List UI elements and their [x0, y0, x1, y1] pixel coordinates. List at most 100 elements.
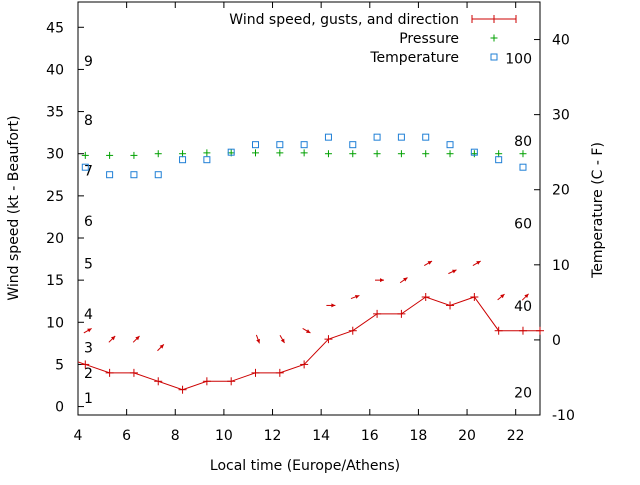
y2-tick-label: 20 [552, 183, 570, 199]
y2-tick-label: -10 [552, 408, 575, 424]
wind-point [251, 368, 260, 377]
wind-point [536, 326, 544, 335]
wind-direction-arrow [132, 335, 140, 343]
temperature-point [130, 171, 138, 179]
legend-item-wind: Wind speed, gusts, and direction [229, 12, 517, 28]
labels-layer: Local time (Europe/Athens) Wind speed (k… [6, 115, 606, 474]
y2-tick-label: 0 [552, 333, 561, 349]
arrow-head [354, 294, 360, 299]
wind-direction-arrow [279, 334, 285, 344]
beaufort-label: 7 [84, 164, 93, 180]
legend-label: Pressure [399, 31, 459, 47]
pressure-point [446, 150, 454, 158]
fahrenheit-label: 20 [514, 385, 532, 401]
arrow-head [331, 303, 336, 308]
y-axis-label: Wind speed (kt - Beaufort) [6, 115, 22, 300]
beaufort-label: 6 [84, 214, 93, 230]
pressure-point [276, 149, 284, 157]
fahrenheit-label: 100 [505, 51, 532, 67]
x-tick-label: 18 [410, 428, 428, 444]
fahrenheit-label: 40 [514, 299, 532, 315]
wind-direction-arrow [326, 303, 336, 308]
y-tick-label: 5 [55, 357, 64, 373]
y2-tick-label: 10 [552, 258, 570, 274]
legend-item-pressure: Pressure [399, 31, 498, 47]
wind-direction-arrow [83, 328, 92, 334]
wind-direction-arrow [350, 294, 360, 300]
wind-direction-arrow [448, 269, 457, 275]
ticks-layer: 4 6 8 10 12 14 16 18 20 22051015202530354045-1001… [46, 2, 575, 444]
temperature-point [373, 133, 381, 141]
temperature-point [422, 133, 430, 141]
wind-point [421, 293, 430, 301]
wind-point [373, 309, 382, 318]
wind-point [202, 377, 211, 386]
pressure-point [130, 151, 138, 159]
temperature-point [495, 156, 503, 164]
temperature-point [470, 148, 478, 156]
arrow-head [452, 269, 457, 274]
temperature-point [324, 133, 332, 141]
temperature-point [154, 171, 162, 179]
wind-direction-arrow [302, 328, 311, 334]
temperature-point [227, 148, 235, 156]
wind-direction-arrow [497, 293, 505, 301]
temperature-point [300, 141, 308, 149]
pressure-point [349, 150, 357, 158]
series-layer [78, 133, 544, 394]
pressure-point [422, 150, 430, 158]
pressure-point [106, 151, 114, 159]
wind-speed-line [78, 296, 540, 391]
wind-point [397, 309, 406, 318]
x-axis-label: Local time (Europe/Athens) [210, 458, 400, 474]
y-tick-label: 0 [55, 400, 64, 416]
arrow-head [256, 338, 260, 344]
temperature-point [276, 141, 284, 149]
y2-axis-label: Temperature (C - F) [590, 142, 606, 279]
temperature-point [81, 163, 89, 171]
arrow-head [476, 261, 481, 265]
arrow-head [87, 328, 92, 333]
y-tick-label: 25 [46, 189, 64, 205]
arrow-head [159, 344, 164, 349]
y-tick-label: 10 [46, 315, 64, 331]
pressure-point [519, 150, 527, 158]
temperature-point [179, 156, 187, 164]
y-tick-label: 30 [46, 147, 64, 163]
wind-point [81, 360, 90, 369]
x-tick-label: 8 [171, 428, 180, 444]
arrow-head [427, 261, 433, 265]
x-tick-label: 22 [507, 428, 525, 444]
pressure-point [154, 150, 162, 158]
arrow-head [110, 335, 116, 341]
wind-direction-arrow [375, 278, 385, 283]
beaufort-label: 9 [84, 54, 93, 70]
temperature-point [252, 141, 260, 149]
y-tick-label: 35 [46, 105, 64, 121]
wind-point [470, 293, 479, 301]
fahrenheit-label: 60 [514, 217, 532, 233]
y-tick-label: 15 [46, 273, 64, 289]
wind-point [518, 326, 527, 335]
arrow-head [306, 329, 311, 333]
wind-point [275, 368, 284, 377]
wind-point [154, 377, 163, 386]
temperature-point [106, 171, 114, 179]
wind-direction-arrow [157, 344, 165, 352]
plot-area [77, 1, 541, 416]
pressure-point [203, 149, 211, 157]
fahrenheit-label: 80 [514, 134, 532, 150]
beaufort-label: 8 [84, 113, 93, 129]
wind-point [494, 326, 503, 335]
x-tick-label: 20 [458, 428, 476, 444]
x-tick-label: 12 [264, 428, 282, 444]
wind-point [324, 335, 333, 344]
arrow-head [524, 293, 529, 299]
arrow-head [380, 278, 385, 283]
beaufort-label: 2 [84, 366, 93, 382]
temperature-point [446, 141, 454, 149]
wind-point [446, 301, 455, 310]
wind-point [227, 377, 236, 386]
